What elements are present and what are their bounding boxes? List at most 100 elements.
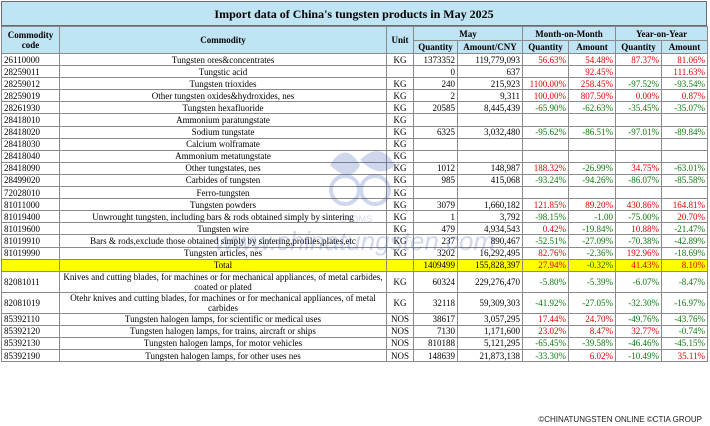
cell-yoy-quantity: -32.30% [615, 291, 663, 314]
cell-unit: NOS [386, 336, 414, 350]
table-row: 28418030 Calcium wolframate KG [1, 137, 709, 151]
footer-copyright: ©CHINATUNGSTEN ONLINE ©CTIA GROUP [538, 415, 702, 424]
header-yoy-amount: Amount [661, 40, 709, 54]
cell-unit: KG [386, 52, 414, 67]
cell-amount: 16,292,495 [457, 246, 523, 260]
cell-commodity-code: 28259012 [1, 77, 60, 91]
cell-total-mom-amount: -0.32% [567, 258, 617, 272]
cell-quantity [413, 137, 458, 151]
cell-mom-quantity [522, 149, 569, 163]
cell-yoy-amount: -8.47% [661, 270, 709, 293]
table-row: 28418090 Other tungstates, nes KG 1012 148,9… [1, 161, 709, 175]
cell-amount: 4,934,543 [457, 222, 523, 236]
cell-commodity-code: 28418010 [1, 113, 60, 127]
cell-commodity-code: 72028010 [1, 186, 60, 200]
cell-commodity-name: Tungsten halogen lamps, for scientific o… [59, 312, 387, 326]
cell-commodity-name: Tungsten articles, nes [59, 246, 387, 260]
cell-yoy-quantity [615, 113, 663, 127]
table-row: 28499020 Carbides of tungsten KG 985 415,068… [1, 173, 709, 188]
cell-commodity-code: 85392110 [1, 312, 60, 326]
cell-mom-amount: 258.45% [567, 77, 617, 91]
cell-commodity-code [1, 258, 60, 272]
cell-quantity: 3079 [413, 198, 458, 212]
table-row: 81019400 Unwrought tungsten, including ba… [1, 210, 709, 224]
cell-amount: 890,467 [457, 234, 523, 248]
cell-quantity: 2 [413, 89, 458, 103]
cell-yoy-amount: 164.81% [661, 198, 709, 212]
cell-unit: KG [386, 149, 414, 163]
cell-amount: 1,171,600 [457, 324, 523, 338]
cell-commodity-name: Bars & rods,exclude those obtained simpl… [59, 234, 387, 248]
cell-yoy-amount: -21.47% [661, 222, 709, 236]
cell-yoy-quantity [615, 149, 663, 163]
cell-unit: KG [386, 270, 414, 293]
cell-yoy-quantity: -35.45% [615, 101, 663, 115]
table-row: 82081019 Otehr knives and cutting blades,… [1, 291, 709, 314]
cell-quantity: 60324 [413, 270, 458, 293]
cell-unit: KG [386, 161, 414, 175]
cell-yoy-amount: -45.15% [661, 336, 709, 350]
header-commodity: Commodity [59, 26, 387, 54]
cell-mom-amount: -1.00 [567, 210, 617, 224]
cell-commodity-name: Tungsten halogen lamps, for trains, airc… [59, 324, 387, 338]
cell-commodity-name: Ferro-tungsten [59, 186, 387, 200]
cell-mom-quantity [522, 113, 569, 127]
cell-mom-quantity: 82.76% [522, 246, 569, 260]
table-row: 28259019 Other tungsten oxides&hydroxides… [1, 89, 709, 103]
cell-quantity [413, 113, 458, 127]
cell-unit: KG [386, 101, 414, 115]
cell-amount: 148,987 [457, 161, 523, 175]
cell-quantity: 479 [413, 222, 458, 236]
cell-commodity-name: Unwrought tungsten, including bars & rod… [59, 210, 387, 224]
cell-amount: 1,660,182 [457, 198, 523, 212]
cell-amount: 3,032,480 [457, 125, 523, 139]
cell-quantity: 20585 [413, 101, 458, 115]
cell-amount: 8,445,439 [457, 101, 523, 115]
cell-mom-quantity: -41.92% [522, 291, 569, 314]
cell-commodity-code: 81019400 [1, 210, 60, 224]
cell-commodity-name: Tungsten ores&concentrates [59, 52, 387, 67]
cell-unit: KG [386, 186, 414, 200]
cell-commodity-code: 81019600 [1, 222, 60, 236]
cell-mom-amount: -26.99% [567, 161, 617, 175]
cell-mom-quantity [522, 65, 569, 79]
header-mom-amount: Amount [567, 40, 617, 54]
cell-unit [386, 258, 414, 272]
cell-commodity-name: Sodium tungstate [59, 125, 387, 139]
cell-yoy-amount: -93.54% [661, 77, 709, 91]
cell-mom-amount [567, 186, 617, 200]
cell-amount: 9,311 [457, 89, 523, 103]
cell-commodity-code: 81019910 [1, 234, 60, 248]
cell-unit: KG [386, 210, 414, 224]
table-row: 81019910 Bars & rods,exclude those obtain… [1, 234, 709, 248]
cell-yoy-amount: -42.89% [661, 234, 709, 248]
cell-yoy-amount [661, 186, 709, 200]
header-yoy: Year-on-Year [615, 26, 709, 41]
cell-mom-amount: -94.26% [567, 173, 617, 188]
cell-mom-amount: 6.02% [567, 348, 617, 363]
cell-commodity-name: Tungsten halogen lamps, for other uses n… [59, 348, 387, 363]
cell-mom-quantity: 1100.00% [522, 77, 569, 91]
cell-mom-amount [567, 137, 617, 151]
table-row: 81011000 Tungsten powders KG 3079 1,660,182 1… [1, 198, 709, 212]
table-title: Import data of China's tungsten products… [1, 1, 707, 26]
cell-unit: KG [386, 198, 414, 212]
cell-yoy-quantity: -86.07% [615, 173, 663, 188]
cell-total-yoy-quantity: 41.43% [615, 258, 663, 272]
cell-yoy-quantity: 32.77% [615, 324, 663, 338]
cell-commodity-code: 81019990 [1, 246, 60, 260]
table-row: 28259012 Tungsten trioxides KG 240 215,923 11… [1, 77, 709, 91]
cell-mom-quantity: 188.32% [522, 161, 569, 175]
cell-total-mom-quantity: 27.94% [522, 258, 569, 272]
cell-mom-quantity: -33.30% [522, 348, 569, 363]
cell-yoy-quantity: 87.37% [615, 52, 663, 67]
cell-yoy-quantity: -49.76% [615, 312, 663, 326]
cell-commodity-name: Other tungstates, nes [59, 161, 387, 175]
cell-commodity-name: Tungsten wire [59, 222, 387, 236]
cell-yoy-amount: -85.58% [661, 173, 709, 188]
header-mom-quantity: Quantity [522, 40, 569, 54]
cell-yoy-amount: -18.69% [661, 246, 709, 260]
table-row: 81019600 Tungsten wire KG 479 4,934,543 0.42%… [1, 222, 709, 236]
cell-yoy-quantity: 34.75% [615, 161, 663, 175]
cell-mom-quantity: -93.24% [522, 173, 569, 188]
